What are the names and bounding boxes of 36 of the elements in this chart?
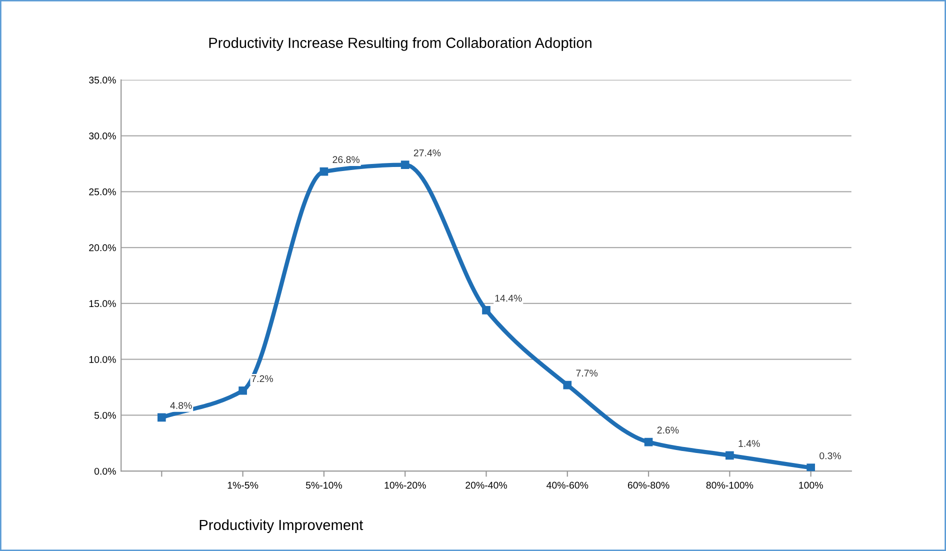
chart-title: Productivity Increase Resulting from Collaboration Adoption (209, 37, 592, 51)
point (157, 413, 166, 422)
point (320, 167, 328, 176)
point (644, 438, 653, 446)
y-tick-label: 15.0% (89, 300, 116, 308)
data-label: 1.4% (738, 440, 760, 447)
data-label: 26.8% (332, 156, 360, 164)
data-label: 0.3% (820, 452, 841, 460)
x-tick-label: 20%-40% (466, 482, 507, 489)
x-tick-label: 5%-10% (306, 482, 342, 489)
x-axis-title: Productivity Improvement (200, 519, 364, 533)
point (806, 464, 815, 472)
y-tick-label: 10.0% (89, 356, 116, 363)
point (726, 451, 734, 460)
y-tick-label: 35.0% (89, 76, 116, 84)
y-tick-label: 5.0% (94, 412, 116, 419)
point (400, 160, 410, 170)
x-tick-label: 80%-100% (706, 482, 754, 489)
point (238, 386, 247, 395)
data-label: 27.4% (414, 149, 441, 156)
x-tick-label: 10%-20% (384, 482, 426, 489)
data-label: 4.8% (170, 402, 192, 409)
x-tick-label: 40%-60% (546, 482, 588, 489)
data-label: 14.4% (495, 294, 522, 302)
y-tick-label: 25.0% (89, 188, 116, 196)
data-label: 7.7% (576, 370, 598, 376)
x-tick-label: 1%-5% (228, 482, 258, 489)
data-label: 2.6% (657, 426, 679, 434)
y-tick-label: 30.0% (89, 132, 116, 140)
point (563, 380, 572, 390)
data-label: 7.2% (252, 375, 273, 382)
y-tick-label: 20.0% (89, 244, 116, 252)
y-tick-label: 0.0% (94, 468, 116, 475)
point (482, 306, 490, 314)
x-tick-label: 100% (799, 482, 823, 489)
x-tick-label: 60%-80% (628, 482, 670, 489)
